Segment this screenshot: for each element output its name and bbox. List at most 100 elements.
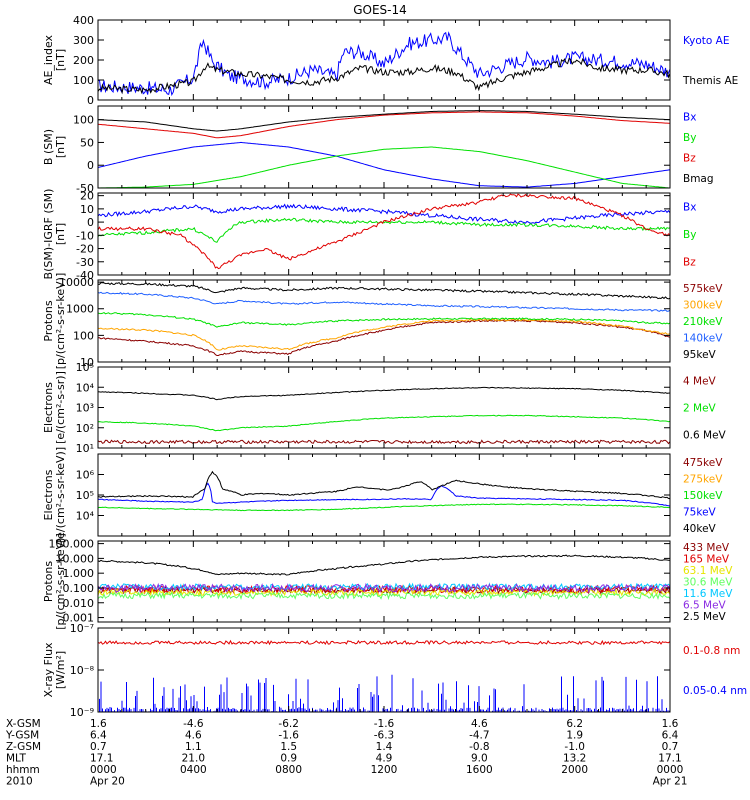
y-tick-label: 10⁻⁹ <box>70 706 94 719</box>
legend-entry: 165 MeV <box>683 553 730 565</box>
x-axis-value: 17.1 <box>90 753 113 765</box>
y-tick-label: 10 <box>80 356 94 369</box>
y-tick-label: 10⁻⁸ <box>70 664 95 677</box>
x-axis-value: 4.6 <box>185 730 202 742</box>
x-axis-row-label: Y-GSM <box>5 730 39 742</box>
y-axis-label: B(SM)-IGRF (SM) <box>42 189 55 280</box>
y-tick-label: 10⁵ <box>76 361 94 374</box>
series-line-Bz <box>98 111 670 139</box>
y-tick-label: 1.000 <box>63 567 95 580</box>
legend-entry: Themis AE <box>682 75 738 87</box>
x-axis-value: -6.3 <box>374 730 395 742</box>
y-tick-label: 10⁴ <box>76 381 95 394</box>
series-line-Themis AE <box>98 57 670 95</box>
y-tick-label: 1000 <box>66 303 94 316</box>
panel-frame <box>97 279 671 363</box>
x-axis-value: 1.9 <box>566 730 583 742</box>
legend-entry: 30.6 MeV <box>683 577 733 589</box>
y-tick-label: -40 <box>76 269 94 282</box>
x-axis-value: 1.4 <box>376 741 393 753</box>
y-tick-label: 200 <box>73 54 94 67</box>
y-tick-label: 10¹ <box>76 442 94 455</box>
y-tick-label: 10³ <box>76 402 94 415</box>
legend-entry: Bmag <box>683 173 714 185</box>
series-line-575keV <box>98 319 670 356</box>
legend-entry: Bz <box>683 152 696 164</box>
panel-electrons-low: 10⁴ 10⁵ 10⁶ Electrons [e/(cm²-s-sr-keV)] 475k… <box>42 447 723 543</box>
y-axis-label: [nT] <box>54 223 67 245</box>
y-axis-label: Protons <box>42 300 55 341</box>
x-axis-value: 4.6 <box>471 718 488 730</box>
x-axis-value: 0000 <box>90 764 117 776</box>
panel-b-sm: -50 0 50 100 B (SM) [nT] Bx By Bz Bmag <box>42 105 714 195</box>
x-axis-annotation: X-GSM 1.6 -4.6 -6.2 -1.6 4.6 6.2 1.6Y-GSM 6.4 4.6… <box>5 718 687 788</box>
series-line-140keV <box>98 291 670 312</box>
y-axis-label: [nT] <box>54 136 67 158</box>
legend-entry: 275keV <box>683 474 723 486</box>
legend-entry: 4 MeV <box>683 376 717 388</box>
x-axis-value: 0.7 <box>662 741 679 753</box>
x-axis-value: 1.6 <box>90 718 107 730</box>
legend-entry: Bx <box>683 111 696 123</box>
y-tick-label: 10⁻⁷ <box>70 622 94 635</box>
series-line-6.5 MeV <box>98 582 670 594</box>
panel-xray: 10⁻⁹ 10⁻⁸ 10⁻⁷ X-ray Flux [W/m²] 0.1-0.8 nm 0.… <box>42 622 747 719</box>
series-line-150keV <box>98 503 670 512</box>
x-axis-value: Apr 21 <box>653 776 688 788</box>
y-tick-label: -10 <box>76 229 94 242</box>
x-axis-value: 1.6 <box>662 718 679 730</box>
y-axis-label: [W/m²] <box>54 651 67 689</box>
x-axis-row-label: MLT <box>6 753 26 765</box>
y-tick-label: 10⁵ <box>76 489 94 502</box>
y-tick-label: -30 <box>76 256 94 269</box>
y-tick-label: 10.000 <box>56 552 95 565</box>
y-tick-label: 10⁴ <box>76 510 95 523</box>
x-axis-row-label: 2010 <box>6 776 33 788</box>
legend-entry: 11.6 MeV <box>683 588 733 600</box>
legend-entry: 75keV <box>683 506 717 518</box>
x-axis-value: 17.1 <box>658 753 681 765</box>
y-tick-label: -50 <box>76 182 94 195</box>
y-tick-label: 0.010 <box>63 597 95 610</box>
panel-frame <box>97 366 671 449</box>
y-axis-label: [e/(cm²-s-sr-keV)] <box>54 447 67 543</box>
y-axis-label: [p/(cm²-s-sr-keV)] <box>54 533 67 630</box>
legend-entry: By <box>683 229 696 241</box>
x-axis-value: 0400 <box>180 764 207 776</box>
x-axis-value: 2000 <box>561 764 588 776</box>
x-axis-value: -4.7 <box>469 730 490 742</box>
series-line-Bx <box>98 203 670 225</box>
series-line-0.6 MeV <box>98 386 670 401</box>
series-line-300keV <box>98 318 670 351</box>
legend-entry: 140keV <box>683 332 723 344</box>
y-tick-label: 10² <box>76 422 94 435</box>
y-tick-label: 10000 <box>59 276 94 289</box>
panel-frame <box>97 453 671 537</box>
y-tick-label: 50 <box>80 136 94 149</box>
y-tick-label: 100 <box>73 329 94 342</box>
x-axis-value: 1.5 <box>280 741 297 753</box>
x-axis-value: 6.2 <box>566 718 583 730</box>
y-tick-label: 0.100 <box>63 582 95 595</box>
y-axis-label: Electrons <box>42 469 55 520</box>
x-axis-row-label: Z-GSM <box>6 741 41 753</box>
legend-entry: 0.6 MeV <box>683 430 727 442</box>
series-line-0.1-0.8 nm <box>98 639 670 646</box>
legend-entry: 95keV <box>683 349 717 361</box>
x-axis-value: 21.0 <box>182 753 205 765</box>
x-axis-value: -0.8 <box>469 741 490 753</box>
series-line-210keV <box>98 312 670 328</box>
x-axis-value: -1.6 <box>278 730 299 742</box>
series-line-30.6 MeV <box>98 591 670 601</box>
y-tick-label: 10 <box>80 203 94 216</box>
legend-entry: 475keV <box>683 457 723 469</box>
legend-entry: 210keV <box>683 316 723 328</box>
legend-entry: 2.5 MeV <box>683 611 727 623</box>
legend-entry: 0.05-0.4 nm <box>683 685 747 697</box>
legend-entry: 63.1 MeV <box>683 565 733 577</box>
y-tick-label: 100.000 <box>49 538 95 551</box>
x-axis-value: 1200 <box>371 764 398 776</box>
y-axis-label: Protons <box>42 561 55 602</box>
